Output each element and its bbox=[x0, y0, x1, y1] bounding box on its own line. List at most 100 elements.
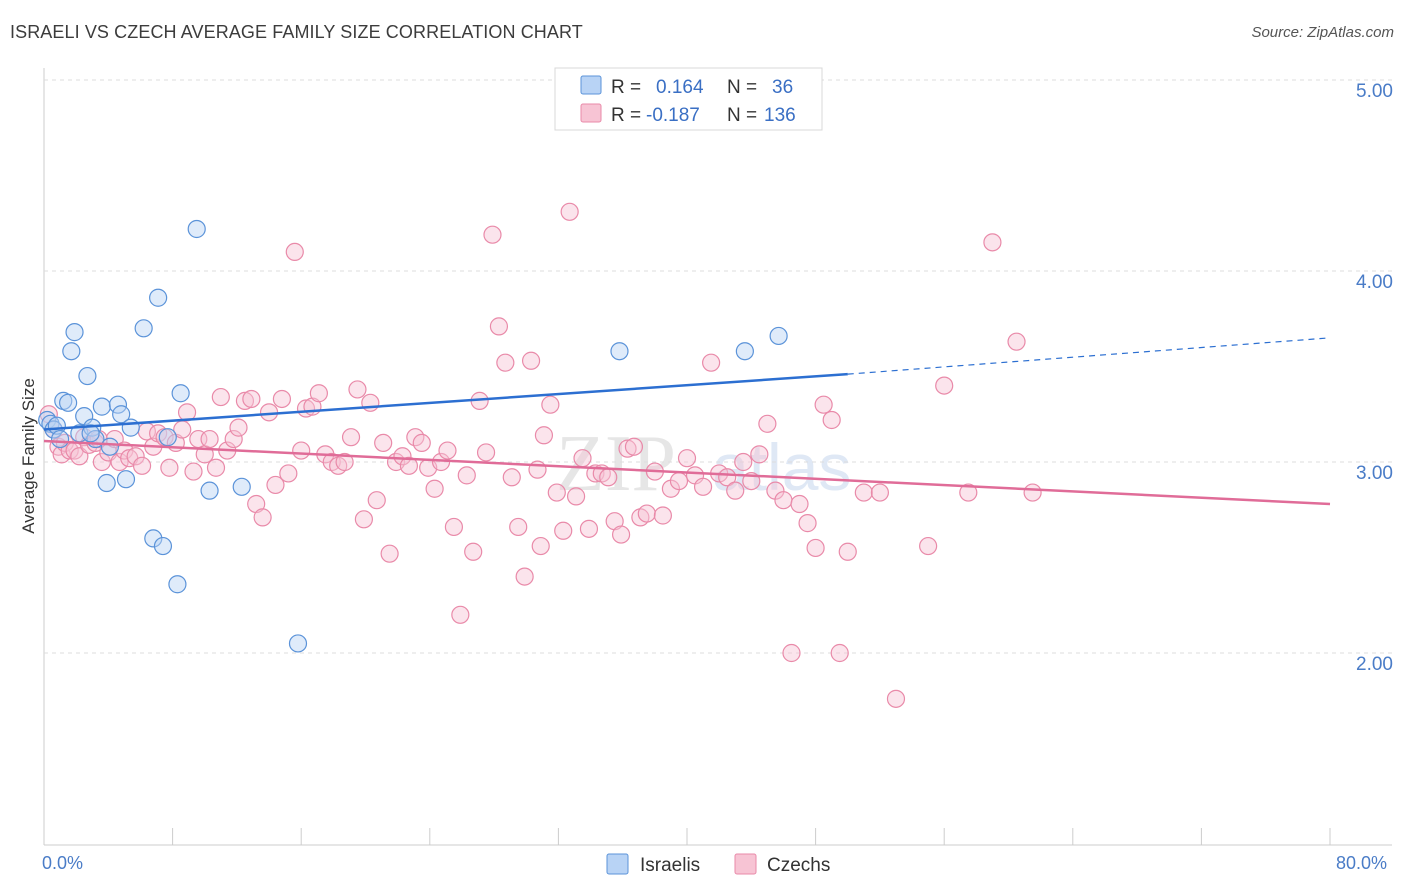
czech-point-52 bbox=[335, 452, 354, 472]
czech-point-61 bbox=[393, 447, 412, 466]
czech-point-59 bbox=[380, 544, 399, 563]
czech-point-36 bbox=[235, 391, 255, 410]
czech-point-114 bbox=[758, 414, 777, 433]
czech-point-83 bbox=[534, 426, 554, 445]
y-tick-label-2: 4.00 bbox=[1356, 272, 1393, 293]
czech-point-110 bbox=[726, 481, 745, 500]
czech-point-130 bbox=[959, 483, 978, 502]
czech-point-62 bbox=[399, 456, 419, 475]
czech-point-54 bbox=[348, 380, 367, 399]
czech-point-55 bbox=[354, 510, 373, 529]
israeli-point-15 bbox=[97, 473, 116, 493]
czech-point-41 bbox=[266, 475, 285, 495]
czech-point-69 bbox=[444, 517, 464, 537]
czech-point-74 bbox=[476, 443, 496, 462]
czech-point-77 bbox=[496, 353, 515, 372]
israeli-point-27 bbox=[171, 384, 190, 403]
czech-point-86 bbox=[554, 521, 573, 540]
israeli-point-30 bbox=[232, 477, 251, 496]
legend-r-value-israelis: 0.164 bbox=[656, 77, 704, 98]
czech-point-118 bbox=[790, 494, 809, 514]
y-tick-label-3: 5.00 bbox=[1356, 81, 1393, 102]
y-tick-label-0: 2.00 bbox=[1356, 654, 1393, 675]
czech-point-120 bbox=[806, 538, 825, 558]
israeli-point-26 bbox=[168, 575, 187, 594]
israeli-points bbox=[38, 219, 788, 653]
czech-point-68 bbox=[438, 441, 457, 460]
x-tick-label-min: 0.0% bbox=[42, 853, 83, 873]
czech-point-117 bbox=[782, 643, 801, 663]
czech-point-111 bbox=[734, 452, 753, 472]
czech-point-70 bbox=[451, 605, 470, 624]
czech-point-43 bbox=[279, 464, 298, 483]
czech-point-58 bbox=[374, 433, 393, 452]
israeli-point-19 bbox=[116, 470, 136, 489]
czech-point-31 bbox=[206, 458, 226, 477]
legend-swatch-israelis bbox=[580, 75, 602, 95]
bottom-legend-swatch-israelis bbox=[606, 853, 629, 875]
czech-point-44 bbox=[285, 242, 304, 261]
israeli-point-22 bbox=[144, 529, 163, 548]
israeli-point-17 bbox=[108, 395, 128, 414]
czech-point-123 bbox=[830, 643, 849, 663]
czech-point-18 bbox=[132, 456, 152, 475]
czech-point-106 bbox=[693, 477, 713, 496]
israeli-point-7 bbox=[62, 342, 81, 361]
czech-point-124 bbox=[838, 542, 857, 561]
bottom-legend-label-israelis: Israelis bbox=[640, 855, 700, 876]
legend-r-label-israelis: R = bbox=[611, 77, 641, 98]
czech-point-45 bbox=[292, 441, 311, 460]
czech-point-11 bbox=[92, 452, 111, 472]
czech-point-37 bbox=[242, 389, 261, 409]
czech-point-132 bbox=[1007, 332, 1026, 351]
czech-point-85 bbox=[547, 483, 566, 502]
czech-point-30 bbox=[200, 429, 219, 449]
x-ticks bbox=[43, 828, 1331, 845]
czech-point-126 bbox=[870, 483, 890, 502]
legend-r-label-czechs: R = bbox=[611, 105, 641, 126]
israeli-point-21 bbox=[134, 319, 153, 338]
czech-point-125 bbox=[854, 483, 873, 502]
czech-point-119 bbox=[798, 514, 817, 533]
czech-point-87 bbox=[560, 202, 579, 221]
israeli-point-14 bbox=[92, 397, 111, 416]
czech-point-135 bbox=[531, 536, 550, 556]
czech-point-101 bbox=[653, 506, 672, 525]
legend-n-label-israelis: N = bbox=[727, 77, 757, 98]
israeli-point-32 bbox=[610, 342, 629, 361]
czech-point-97 bbox=[624, 437, 644, 456]
czech-point-57 bbox=[367, 491, 386, 510]
y-axis-title: Average Family Size bbox=[19, 378, 38, 534]
czech-point-23 bbox=[160, 458, 179, 477]
trend-lines bbox=[43, 337, 1331, 506]
czech-point-103 bbox=[669, 472, 689, 491]
czech-point-66 bbox=[425, 479, 444, 498]
israeli-trend-line bbox=[43, 372, 848, 431]
czech-point-32 bbox=[211, 387, 230, 407]
y-tick-labels: 2.00 3.00 4.00 5.00 bbox=[1356, 81, 1393, 675]
czech-point-116 bbox=[774, 491, 793, 510]
czech-point-107 bbox=[702, 353, 721, 372]
czech-point-17 bbox=[126, 447, 145, 466]
czech-point-14 bbox=[110, 452, 129, 472]
czech-point-72 bbox=[464, 542, 483, 561]
czech-point-39 bbox=[253, 508, 272, 527]
israeli-point-28 bbox=[187, 219, 206, 239]
israeli-point-8 bbox=[65, 323, 84, 342]
czech-point-40 bbox=[259, 403, 279, 422]
chart-title: ISRAELI VS CZECH AVERAGE FAMILY SIZE COR… bbox=[10, 22, 583, 42]
series-legend: Israelis Czechs bbox=[606, 853, 830, 876]
israeli-point-18 bbox=[112, 405, 131, 424]
czech-point-34 bbox=[224, 429, 243, 449]
czech-points bbox=[39, 202, 1042, 708]
czech-point-56 bbox=[361, 393, 380, 412]
israeli-point-34 bbox=[769, 326, 788, 346]
israeli-point-24 bbox=[153, 536, 173, 556]
israeli-point-4 bbox=[50, 429, 70, 449]
czech-point-88 bbox=[566, 487, 586, 506]
czech-trend-line bbox=[43, 439, 1331, 506]
czech-point-84 bbox=[541, 395, 560, 414]
israeli-point-31 bbox=[288, 634, 308, 653]
israeli-point-6 bbox=[59, 393, 78, 412]
czech-point-127 bbox=[886, 689, 906, 708]
